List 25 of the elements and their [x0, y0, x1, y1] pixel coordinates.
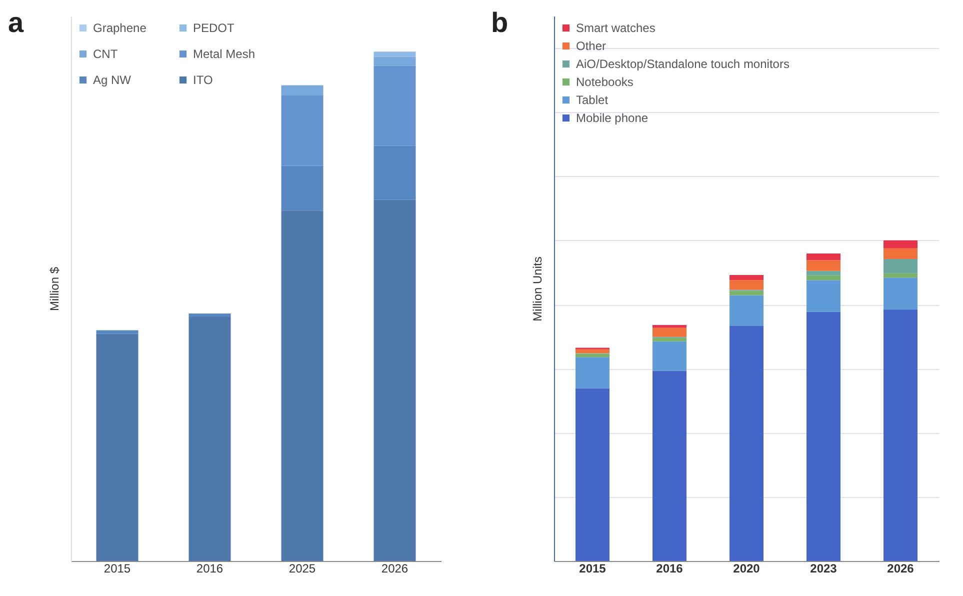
- legend-label: ITO: [193, 73, 213, 87]
- x-tick-label: 2015: [104, 562, 131, 576]
- legend-label: Other: [576, 39, 606, 53]
- legend-label: Mobile phone: [576, 111, 648, 125]
- legend-label: Ag NW: [93, 73, 132, 87]
- legend-label: Graphene: [93, 21, 147, 35]
- x-tick-label: 2026: [887, 562, 914, 576]
- chart-title: b: [491, 7, 508, 38]
- x-tick-label: 2020: [733, 562, 760, 576]
- legend-label: Smart watches: [576, 21, 656, 35]
- x-tick-label: 2016: [196, 562, 224, 576]
- legend-label: Notebooks: [576, 75, 634, 89]
- y-axis-title: Million $: [48, 266, 62, 312]
- chart-title: a: [8, 7, 24, 38]
- x-tick-label: 2016: [656, 562, 684, 576]
- legend-label: AiO/Desktop/Standalone touch monitors: [576, 57, 790, 71]
- x-tick-label: 2025: [288, 562, 316, 576]
- legend-label: Metal Mesh: [193, 47, 256, 61]
- x-tick-label: 2015: [579, 562, 606, 576]
- legend-label: PEDOT: [193, 21, 236, 35]
- legend-label: CNT: [93, 47, 118, 61]
- y-axis-title: Million Units: [530, 256, 544, 322]
- x-tick-label: 2023: [810, 562, 838, 576]
- legend-label: Tablet: [576, 93, 609, 107]
- x-tick-label: 2026: [381, 562, 408, 576]
